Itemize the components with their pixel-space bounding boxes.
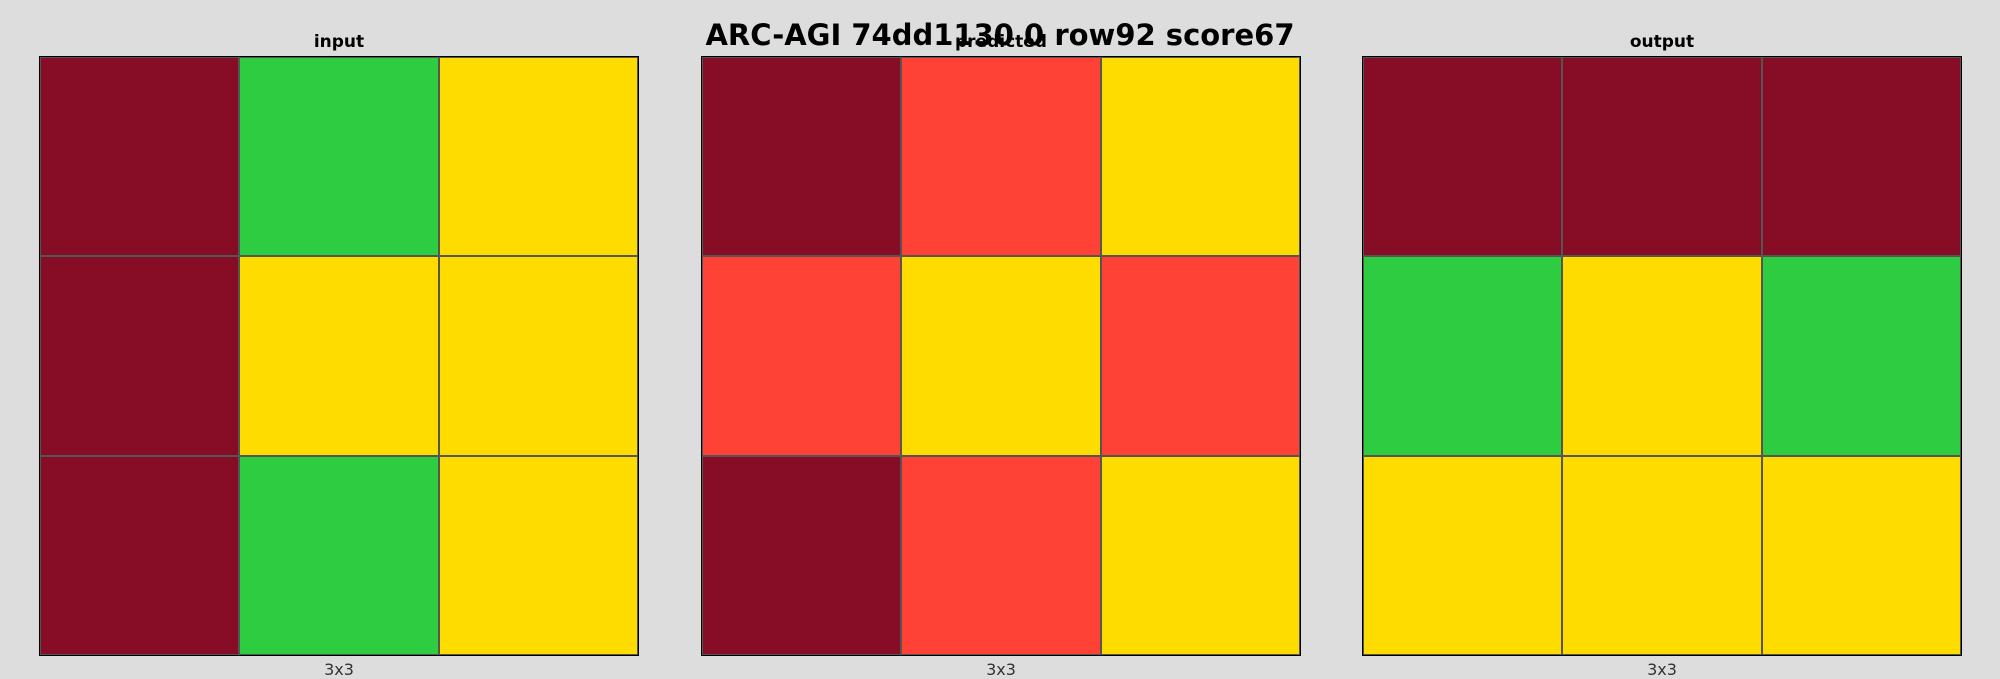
- input-grid: [39, 56, 639, 656]
- input-panel-title: input: [313, 32, 365, 52]
- input-grid-dimensions: 3x3: [324, 660, 354, 679]
- output-grid: [1362, 56, 1962, 656]
- predicted-cell-r0-c2: [1100, 57, 1300, 257]
- predicted-cell-r0-c0: [702, 57, 902, 257]
- input-cell-r0-c0: [40, 57, 240, 257]
- output-panel: output 3x3: [1362, 0, 1962, 679]
- input-cell-r1-c2: [438, 256, 638, 456]
- predicted-cell-r2-c2: [1100, 455, 1300, 655]
- output-cell-r1-c0: [1363, 256, 1563, 456]
- output-panel-title: output: [1629, 32, 1695, 52]
- input-cell-r2-c2: [438, 455, 638, 655]
- input-cell-r1-c0: [40, 256, 240, 456]
- output-cell-r1-c1: [1562, 256, 1762, 456]
- input-cell-r0-c2: [438, 57, 638, 257]
- predicted-panel: predicted 3x3: [701, 0, 1301, 679]
- output-cell-r0-c2: [1761, 57, 1961, 257]
- figure-title: ARC-AGI 74dd1130 0 row92 score67: [705, 18, 1295, 52]
- input-cell-r1-c1: [239, 256, 439, 456]
- predicted-cell-r2-c0: [702, 455, 902, 655]
- predicted-grid-dimensions: 3x3: [986, 660, 1016, 679]
- output-cell-r0-c1: [1562, 57, 1762, 257]
- input-cell-r0-c1: [239, 57, 439, 257]
- output-cell-r2-c2: [1761, 455, 1961, 655]
- predicted-cell-r2-c1: [901, 455, 1101, 655]
- predicted-cell-r0-c1: [901, 57, 1101, 257]
- predicted-cell-r1-c2: [1100, 256, 1300, 456]
- output-cell-r0-c0: [1363, 57, 1563, 257]
- output-cell-r1-c2: [1761, 256, 1961, 456]
- predicted-cell-r1-c1: [901, 256, 1101, 456]
- predicted-grid: [701, 56, 1301, 656]
- input-cell-r2-c1: [239, 455, 439, 655]
- predicted-cell-r1-c0: [702, 256, 902, 456]
- input-cell-r2-c0: [40, 455, 240, 655]
- input-panel: input 3x3: [39, 0, 639, 679]
- predicted-panel-title: predicted: [955, 32, 1047, 52]
- output-cell-r2-c1: [1562, 455, 1762, 655]
- output-grid-dimensions: 3x3: [1647, 660, 1677, 679]
- output-cell-r2-c0: [1363, 455, 1563, 655]
